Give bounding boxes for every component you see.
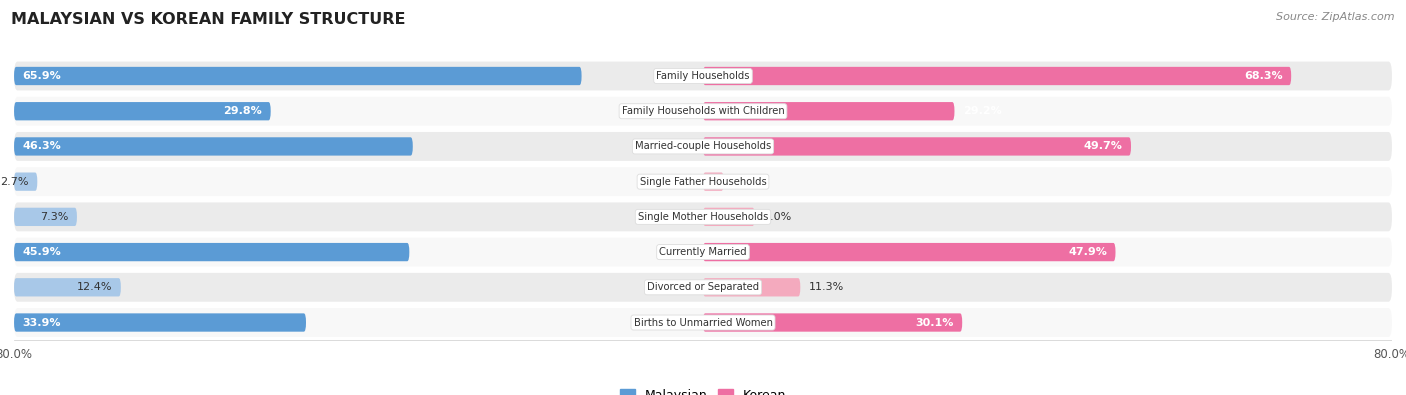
FancyBboxPatch shape <box>14 278 121 297</box>
Text: Single Father Households: Single Father Households <box>640 177 766 187</box>
FancyBboxPatch shape <box>703 243 1115 261</box>
Text: Births to Unmarried Women: Births to Unmarried Women <box>634 318 772 327</box>
Text: 29.8%: 29.8% <box>224 106 262 116</box>
FancyBboxPatch shape <box>14 313 307 332</box>
Text: 33.9%: 33.9% <box>22 318 62 327</box>
FancyBboxPatch shape <box>703 173 724 191</box>
Text: Single Mother Households: Single Mother Households <box>638 212 768 222</box>
Text: 12.4%: 12.4% <box>77 282 112 292</box>
Text: 2.4%: 2.4% <box>733 177 761 187</box>
FancyBboxPatch shape <box>703 208 755 226</box>
Text: 2.7%: 2.7% <box>0 177 28 187</box>
FancyBboxPatch shape <box>14 208 77 226</box>
Text: 29.2%: 29.2% <box>963 106 1002 116</box>
FancyBboxPatch shape <box>14 308 1392 337</box>
Text: 65.9%: 65.9% <box>22 71 62 81</box>
FancyBboxPatch shape <box>14 238 1392 267</box>
Text: 7.3%: 7.3% <box>39 212 69 222</box>
FancyBboxPatch shape <box>703 102 955 120</box>
Text: 11.3%: 11.3% <box>808 282 844 292</box>
FancyBboxPatch shape <box>14 97 1392 126</box>
Text: 30.1%: 30.1% <box>915 318 953 327</box>
Text: MALAYSIAN VS KOREAN FAMILY STRUCTURE: MALAYSIAN VS KOREAN FAMILY STRUCTURE <box>11 12 406 27</box>
FancyBboxPatch shape <box>14 62 1392 90</box>
FancyBboxPatch shape <box>14 167 1392 196</box>
Text: 68.3%: 68.3% <box>1244 71 1282 81</box>
FancyBboxPatch shape <box>14 137 413 156</box>
FancyBboxPatch shape <box>14 202 1392 231</box>
Text: Source: ZipAtlas.com: Source: ZipAtlas.com <box>1277 12 1395 22</box>
Text: 46.3%: 46.3% <box>22 141 62 151</box>
FancyBboxPatch shape <box>14 243 409 261</box>
Text: Divorced or Separated: Divorced or Separated <box>647 282 759 292</box>
FancyBboxPatch shape <box>703 313 962 332</box>
FancyBboxPatch shape <box>14 173 38 191</box>
FancyBboxPatch shape <box>14 67 582 85</box>
FancyBboxPatch shape <box>703 67 1291 85</box>
FancyBboxPatch shape <box>703 278 800 297</box>
Text: Family Households with Children: Family Households with Children <box>621 106 785 116</box>
FancyBboxPatch shape <box>14 102 271 120</box>
Text: Currently Married: Currently Married <box>659 247 747 257</box>
Text: 49.7%: 49.7% <box>1084 141 1122 151</box>
FancyBboxPatch shape <box>14 132 1392 161</box>
Text: 45.9%: 45.9% <box>22 247 62 257</box>
Legend: Malaysian, Korean: Malaysian, Korean <box>620 389 786 395</box>
FancyBboxPatch shape <box>703 137 1130 156</box>
Text: Family Households: Family Households <box>657 71 749 81</box>
Text: 47.9%: 47.9% <box>1069 247 1107 257</box>
FancyBboxPatch shape <box>14 273 1392 302</box>
Text: 6.0%: 6.0% <box>763 212 792 222</box>
Text: Married-couple Households: Married-couple Households <box>636 141 770 151</box>
